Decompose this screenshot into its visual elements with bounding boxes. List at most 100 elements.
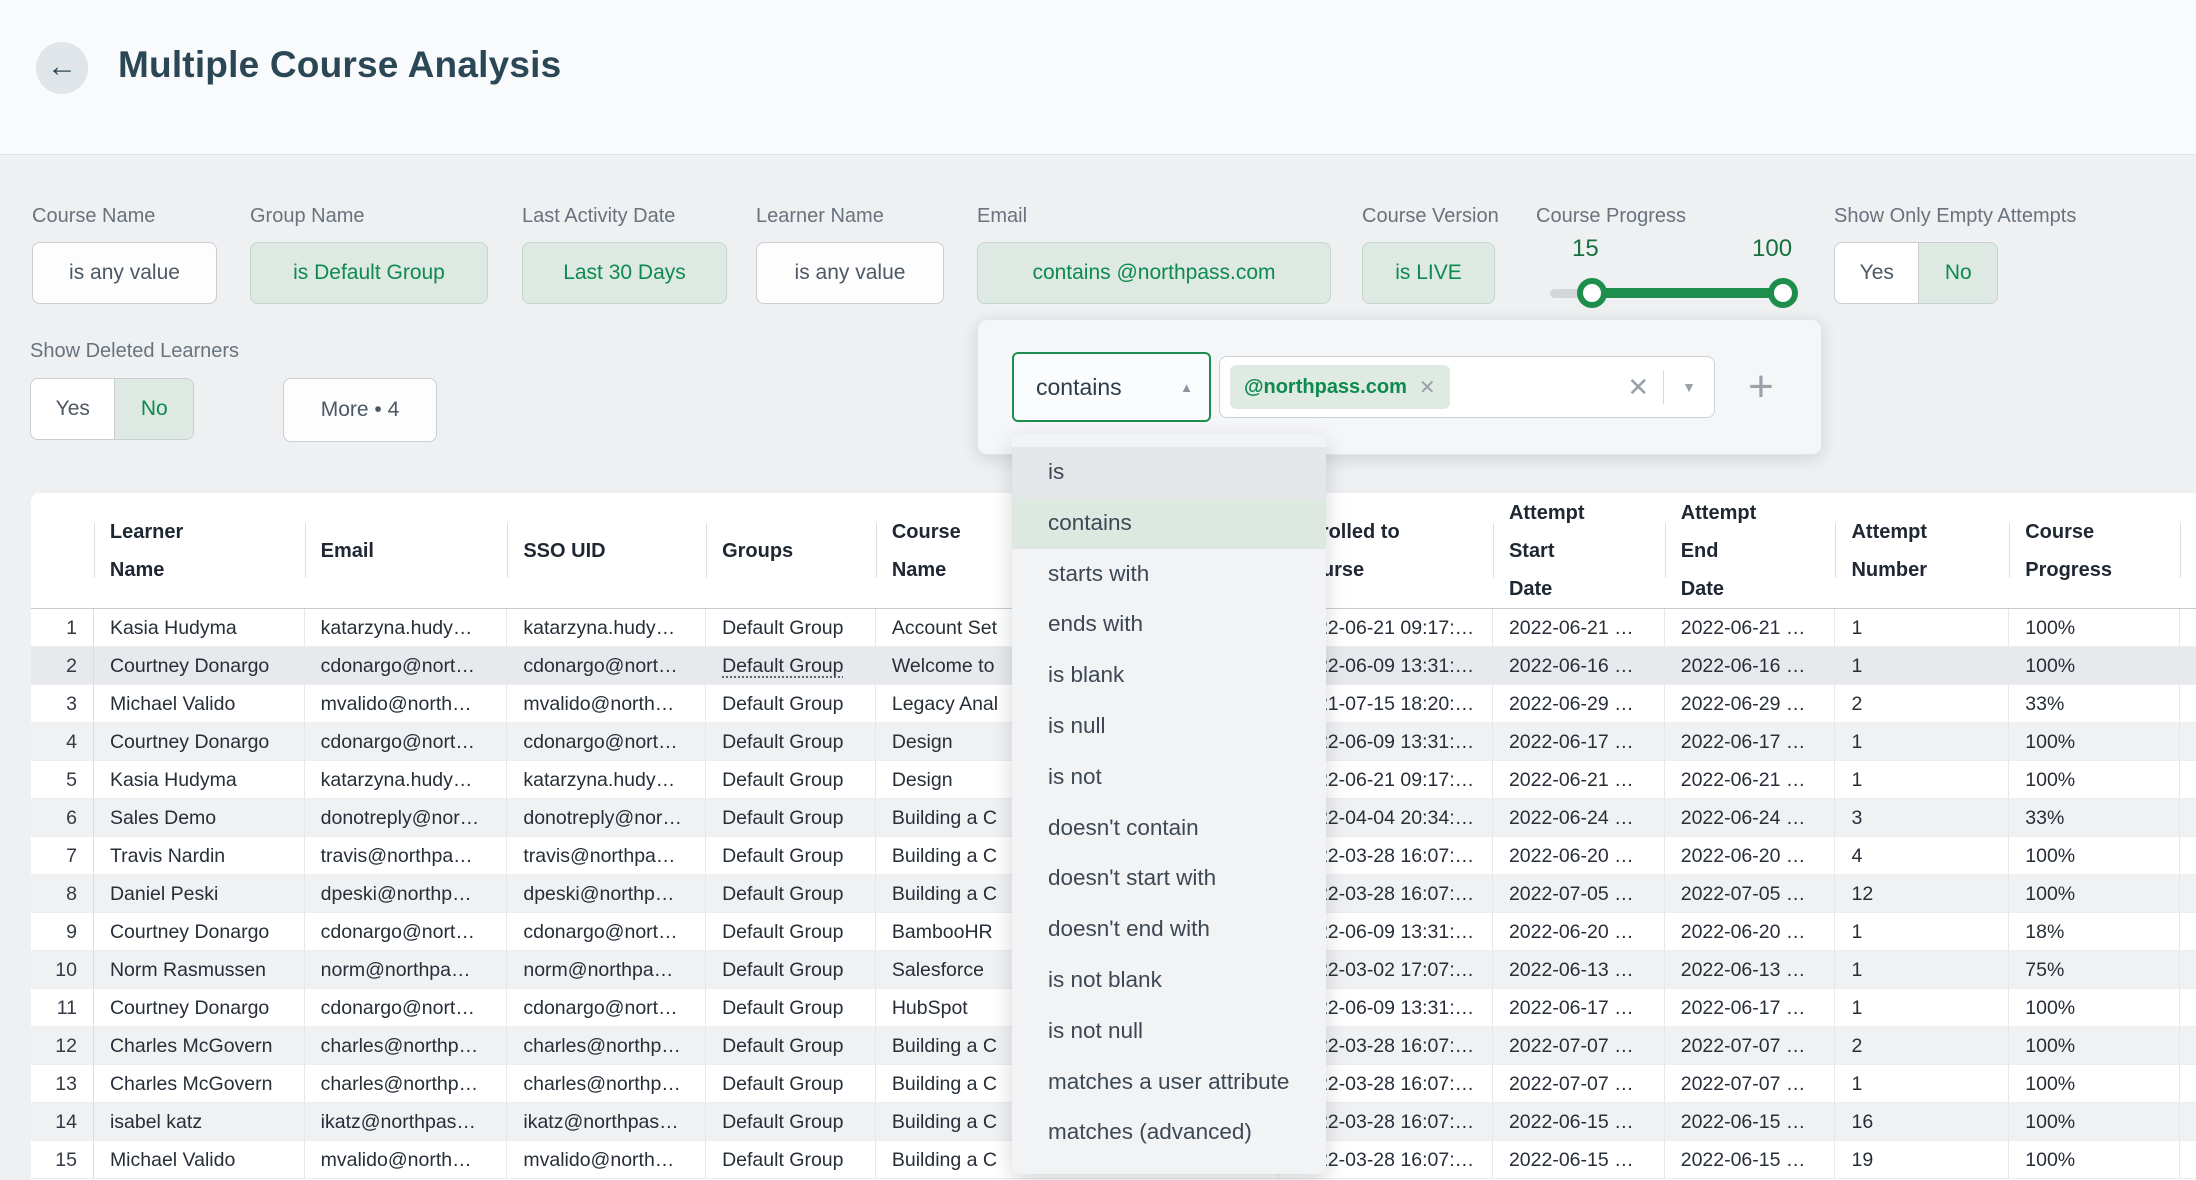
cell-sso[interactable]: charles@northp… xyxy=(507,1027,706,1065)
cell-end[interactable]: 2022-06-24 … xyxy=(1665,799,1836,837)
cell-progress[interactable]: 100% xyxy=(2009,1103,2180,1141)
cell-email[interactable]: cdonargo@nort… xyxy=(305,647,508,685)
cell-attempt[interactable]: 1 xyxy=(1835,609,2009,647)
cell-email[interactable]: mvalido@north… xyxy=(305,1141,508,1179)
menu-item-contains[interactable]: contains xyxy=(1012,498,1326,549)
cell-email[interactable]: cdonargo@nort… xyxy=(305,723,508,761)
cell-start[interactable]: 2022-06-21 … xyxy=(1493,609,1665,647)
cell-end[interactable]: 2022-07-07 … xyxy=(1665,1027,1836,1065)
cell-progress[interactable]: 100% xyxy=(2009,989,2180,1027)
cell-groups[interactable]: Default Group xyxy=(706,685,876,723)
cell-end[interactable]: 2022-06-29 … xyxy=(1665,685,1836,723)
cell-sso[interactable]: donotreply@nor… xyxy=(507,799,706,837)
cell-groups[interactable]: Default Group xyxy=(706,989,876,1027)
cell-email[interactable]: charles@northp… xyxy=(305,1027,508,1065)
cell-email[interactable]: katarzyna.hudy… xyxy=(305,609,508,647)
filter-chip-group-name[interactable]: is Default Group xyxy=(250,242,488,304)
filter-chip-learner-name[interactable]: is any value xyxy=(756,242,944,304)
cell-groups[interactable]: Default Group xyxy=(706,837,876,875)
cell-email[interactable]: norm@northpa… xyxy=(305,951,508,989)
cell-sso[interactable]: katarzyna.hudy… xyxy=(507,609,706,647)
cell-end[interactable]: 2022-06-15 … xyxy=(1665,1141,1836,1179)
toggle-yes-option[interactable]: Yes xyxy=(31,379,114,439)
cell-sso[interactable]: cdonargo@nort… xyxy=(507,723,706,761)
toggle-no-option[interactable]: No xyxy=(114,379,193,439)
toggle-no-option[interactable]: No xyxy=(1918,243,1997,303)
menu-item-doesn-t-contain[interactable]: doesn't contain xyxy=(1012,803,1326,854)
cell-end[interactable]: 2022-06-13 … xyxy=(1665,951,1836,989)
cell-progress[interactable]: 100% xyxy=(2009,761,2180,799)
add-filter-value-button[interactable]: + xyxy=(1726,352,1796,422)
cell-sso[interactable]: charles@northp… xyxy=(507,1065,706,1103)
cell-learner[interactable]: Travis Nardin xyxy=(94,837,305,875)
cell-end[interactable]: 2022-06-21 … xyxy=(1665,609,1836,647)
cell-learner[interactable]: Courtney Donargo xyxy=(94,723,305,761)
cell-learner[interactable]: Courtney Donargo xyxy=(94,989,305,1027)
cell-attempt[interactable]: 1 xyxy=(1835,761,2009,799)
menu-item-matches-a-user-attribute[interactable]: matches a user attribute xyxy=(1012,1057,1326,1108)
menu-item-ends-with[interactable]: ends with xyxy=(1012,599,1326,650)
cell-learner[interactable]: Courtney Donargo xyxy=(94,647,305,685)
column-header-attempt-end-date[interactable]: Attempt End Date xyxy=(1665,493,1836,608)
cell-sso[interactable]: dpeski@northp… xyxy=(507,875,706,913)
cell-email[interactable]: charles@northp… xyxy=(305,1065,508,1103)
cell-attempt[interactable]: 1 xyxy=(1835,1065,2009,1103)
cell-attempt[interactable]: 4 xyxy=(1835,837,2009,875)
cell-start[interactable]: 2022-06-13 … xyxy=(1493,951,1665,989)
cell-sso[interactable]: cdonargo@nort… xyxy=(507,647,706,685)
back-button[interactable]: ← xyxy=(36,42,88,94)
filter-chip-course-version[interactable]: is LIVE xyxy=(1362,242,1495,304)
cell-sso[interactable]: mvalido@north… xyxy=(507,1141,706,1179)
cell-learner[interactable]: Norm Rasmussen xyxy=(94,951,305,989)
cell-attempt[interactable]: 1 xyxy=(1835,723,2009,761)
cell-attempt[interactable]: 19 xyxy=(1835,1141,2009,1179)
cell-progress[interactable]: 100% xyxy=(2009,837,2180,875)
cell-groups[interactable]: Default Group xyxy=(706,1141,876,1179)
cell-end[interactable]: 2022-06-15 … xyxy=(1665,1103,1836,1141)
cell-learner[interactable]: isabel katz xyxy=(94,1103,305,1141)
menu-item-matches-(advanced)[interactable]: matches (advanced) xyxy=(1012,1107,1326,1158)
course-progress-slider-track[interactable] xyxy=(1590,288,1786,298)
cell-start[interactable]: 2022-07-07 … xyxy=(1493,1027,1665,1065)
cell-learner[interactable]: Kasia Hudyma xyxy=(94,609,305,647)
cell-end[interactable]: 2022-07-07 … xyxy=(1665,1065,1836,1103)
slider-handle-max[interactable] xyxy=(1768,278,1798,308)
cell-sso[interactable]: cdonargo@nort… xyxy=(507,913,706,951)
cell-groups[interactable]: Default Group xyxy=(706,1103,876,1141)
menu-item-is-not[interactable]: is not xyxy=(1012,752,1326,803)
cell-progress[interactable]: 18% xyxy=(2009,913,2180,951)
cell-email[interactable]: donotreply@nor… xyxy=(305,799,508,837)
operator-select[interactable]: contains ▲ xyxy=(1012,352,1211,422)
cell-progress[interactable]: 100% xyxy=(2009,875,2180,913)
cell-sso[interactable]: mvalido@north… xyxy=(507,685,706,723)
column-header-course-progress[interactable]: Course Progress xyxy=(2009,493,2180,608)
column-header-groups[interactable]: Groups xyxy=(706,493,876,608)
cell-start[interactable]: 2022-06-17 … xyxy=(1493,723,1665,761)
cell-learner[interactable]: Courtney Donargo xyxy=(94,913,305,951)
cell-attempt[interactable]: 16 xyxy=(1835,1103,2009,1141)
menu-item-is-not-null[interactable]: is not null xyxy=(1012,1006,1326,1057)
cell-email[interactable]: ikatz@northpas… xyxy=(305,1103,508,1141)
cell-groups[interactable]: Default Group xyxy=(706,647,876,685)
menu-item-starts-with[interactable]: starts with xyxy=(1012,549,1326,600)
cell-sso[interactable]: katarzyna.hudy… xyxy=(507,761,706,799)
cell-attempt[interactable]: 1 xyxy=(1835,913,2009,951)
cell-groups[interactable]: Default Group xyxy=(706,1065,876,1103)
cell-end[interactable]: 2022-06-20 … xyxy=(1665,837,1836,875)
cell-progress[interactable]: 100% xyxy=(2009,723,2180,761)
cell-end[interactable]: 2022-07-05 … xyxy=(1665,875,1836,913)
cell-progress[interactable]: 100% xyxy=(2009,647,2180,685)
chevron-down-icon[interactable]: ▼ xyxy=(1682,379,1696,395)
cell-sso[interactable]: travis@northpa… xyxy=(507,837,706,875)
cell-start[interactable]: 2022-06-15 … xyxy=(1493,1103,1665,1141)
cell-end[interactable]: 2022-06-17 … xyxy=(1665,723,1836,761)
cell-groups[interactable]: Default Group xyxy=(706,609,876,647)
close-icon[interactable]: ✕ xyxy=(1419,375,1436,400)
menu-item-doesn-t-end-with[interactable]: doesn't end with xyxy=(1012,904,1326,955)
cell-groups[interactable]: Default Group xyxy=(706,723,876,761)
cell-start[interactable]: 2022-06-15 … xyxy=(1493,1141,1665,1179)
cell-groups[interactable]: Default Group xyxy=(706,875,876,913)
cell-attempt[interactable]: 2 xyxy=(1835,685,2009,723)
cell-progress[interactable]: 33% xyxy=(2009,685,2180,723)
cell-email[interactable]: cdonargo@nort… xyxy=(305,989,508,1027)
